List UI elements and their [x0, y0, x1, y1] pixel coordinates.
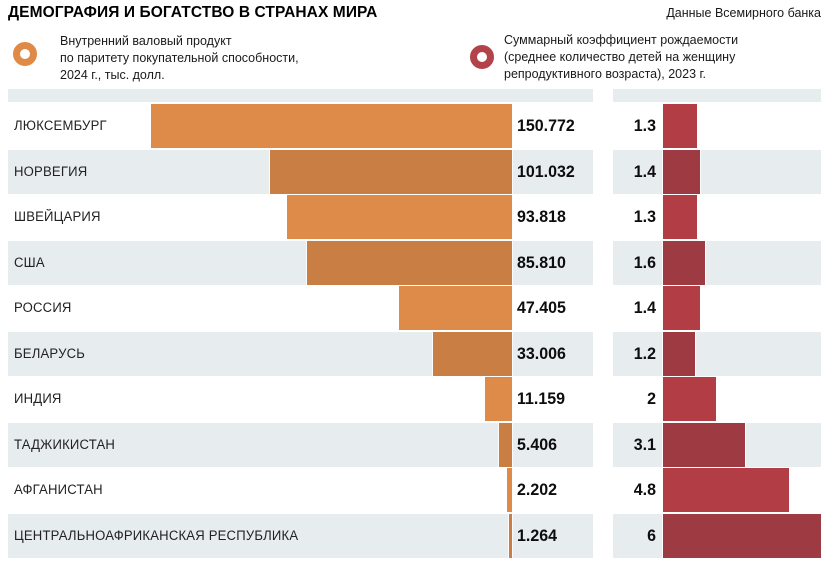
gdp-value-label: 11.159 — [517, 389, 565, 408]
fertility-legend-line: репродуктивного возраста), 2023 г. — [504, 67, 706, 81]
fertility-value-label: 1.6 — [633, 252, 656, 272]
gdp-bar — [270, 149, 512, 194]
gdp-value-label: 5.406 — [517, 434, 557, 454]
gdp-value-label: 47.405 — [517, 298, 566, 317]
fertility-bar — [663, 286, 700, 330]
country-label: ЦЕНТРАЛЬНОАФРИКАНСКАЯ РЕСПУБЛИКА — [14, 527, 299, 543]
header-strip-left — [8, 89, 593, 102]
table-row: ШВЕЙЦАРИЯ 93.818 1.3 — [0, 195, 825, 239]
fertility-value-label: 3.1 — [633, 434, 656, 454]
country-label: ШВЕЙЦАРИЯ — [14, 209, 101, 224]
fertility-row-background — [613, 104, 821, 148]
country-label: ИНДИЯ — [14, 391, 62, 406]
table-row: ЛЮКСЕМБУРГ 150.772 1.3 — [0, 104, 825, 148]
table-row: АФГАНИСТАН 2.202 4.8 — [0, 468, 825, 512]
gdp-bar — [398, 286, 512, 330]
country-label: США — [14, 254, 45, 270]
gdp-value-label: 85.810 — [517, 252, 566, 272]
gdp-bar — [306, 240, 512, 285]
country-label: БЕЛАРУСЬ — [14, 345, 86, 361]
fertility-row-background — [613, 286, 821, 330]
fertility-value-label: 1.2 — [633, 343, 656, 363]
fertility-bar — [663, 149, 700, 194]
table-row: РОССИЯ 47.405 1.4 — [0, 286, 825, 330]
fertility-row-background — [613, 195, 821, 239]
fertility-bar — [663, 422, 745, 467]
gdp-bar — [506, 468, 512, 512]
country-label: ТАДЖИКИСТАН — [14, 436, 116, 452]
fertility-value-label: 6 — [647, 525, 656, 545]
fertility-bar — [663, 513, 821, 558]
fertility-legend-line: Суммарный коэффициент рождаемости — [504, 33, 739, 47]
fertility-legend-text: Суммарный коэффициент рождаемости (средн… — [504, 32, 738, 83]
gdp-value-label: 33.006 — [517, 343, 566, 363]
gdp-bar — [499, 422, 512, 467]
fertility-bar — [663, 468, 790, 512]
fertility-bar — [663, 104, 698, 148]
header-strip-right — [613, 89, 821, 102]
gdp-donut-icon — [13, 42, 37, 66]
gdp-legend-text: Внутренний валовый продукт по паритету п… — [60, 33, 299, 84]
gdp-row-background — [8, 422, 593, 467]
fertility-row-background — [613, 377, 821, 421]
gdp-bar — [151, 104, 512, 148]
country-label: ЛЮКСЕМБУРГ — [14, 118, 107, 133]
gdp-bar — [485, 377, 512, 421]
fertility-row-background — [613, 149, 821, 194]
fertility-row-background — [613, 240, 821, 285]
gdp-bar — [509, 513, 512, 558]
table-row: ТАДЖИКИСТАН 5.406 3.1 — [0, 422, 825, 467]
fertility-value-label: 1.4 — [633, 298, 656, 317]
fertility-value-label: 1.4 — [633, 161, 656, 181]
table-row: ИНДИЯ 11.159 2 — [0, 377, 825, 421]
gdp-value-label: 2.202 — [517, 480, 557, 499]
table-row: США 85.810 1.6 — [0, 240, 825, 285]
fertility-bar — [663, 331, 695, 376]
gdp-bar — [433, 331, 512, 376]
fertility-value-label: 1.3 — [633, 116, 656, 135]
page-title: ДЕМОГРАФИЯ И БОГАТСТВО В СТРАНАХ МИРА — [8, 4, 378, 21]
gdp-row-background — [8, 468, 593, 512]
gdp-legend-line: Внутренний валовый продукт — [60, 34, 232, 48]
fertility-donut-icon — [470, 45, 494, 69]
fertility-bar — [663, 195, 698, 239]
gdp-value-label: 1.264 — [517, 525, 557, 545]
gdp-legend-line: по паритету покупательной способности, — [60, 51, 299, 65]
fertility-row-background — [613, 331, 821, 376]
fertility-bar — [663, 240, 706, 285]
fertility-value-label: 2 — [647, 389, 656, 408]
table-row: БЕЛАРУСЬ 33.006 1.2 — [0, 331, 825, 376]
fertility-bar — [663, 377, 716, 421]
chart-rows: ЛЮКСЕМБУРГ 150.772 1.3 НОРВЕГИЯ 101.032 1.4 ШВ… — [0, 104, 825, 559]
gdp-value-label: 150.772 — [517, 116, 575, 135]
country-label: АФГАНИСТАН — [14, 482, 103, 497]
fertility-legend-line: (среднее количество детей на женщину — [504, 50, 736, 64]
country-label: НОРВЕГИЯ — [14, 163, 88, 179]
table-row: НОРВЕГИЯ 101.032 1.4 — [0, 149, 825, 194]
table-row: ЦЕНТРАЛЬНОАФРИКАНСКАЯ РЕСПУБЛИКА 1.264 6 — [0, 513, 825, 558]
fertility-value-label: 4.8 — [633, 480, 656, 499]
gdp-value-label: 101.032 — [517, 161, 575, 181]
country-label: РОССИЯ — [14, 300, 72, 315]
gdp-value-label: 93.818 — [517, 207, 566, 226]
gdp-bar — [287, 195, 512, 239]
gdp-row-background — [8, 513, 593, 558]
fertility-value-label: 1.3 — [633, 207, 656, 226]
gdp-legend-line: 2024 г., тыс. долл. — [60, 68, 165, 82]
source-label: Данные Всемирного банка — [666, 6, 821, 20]
